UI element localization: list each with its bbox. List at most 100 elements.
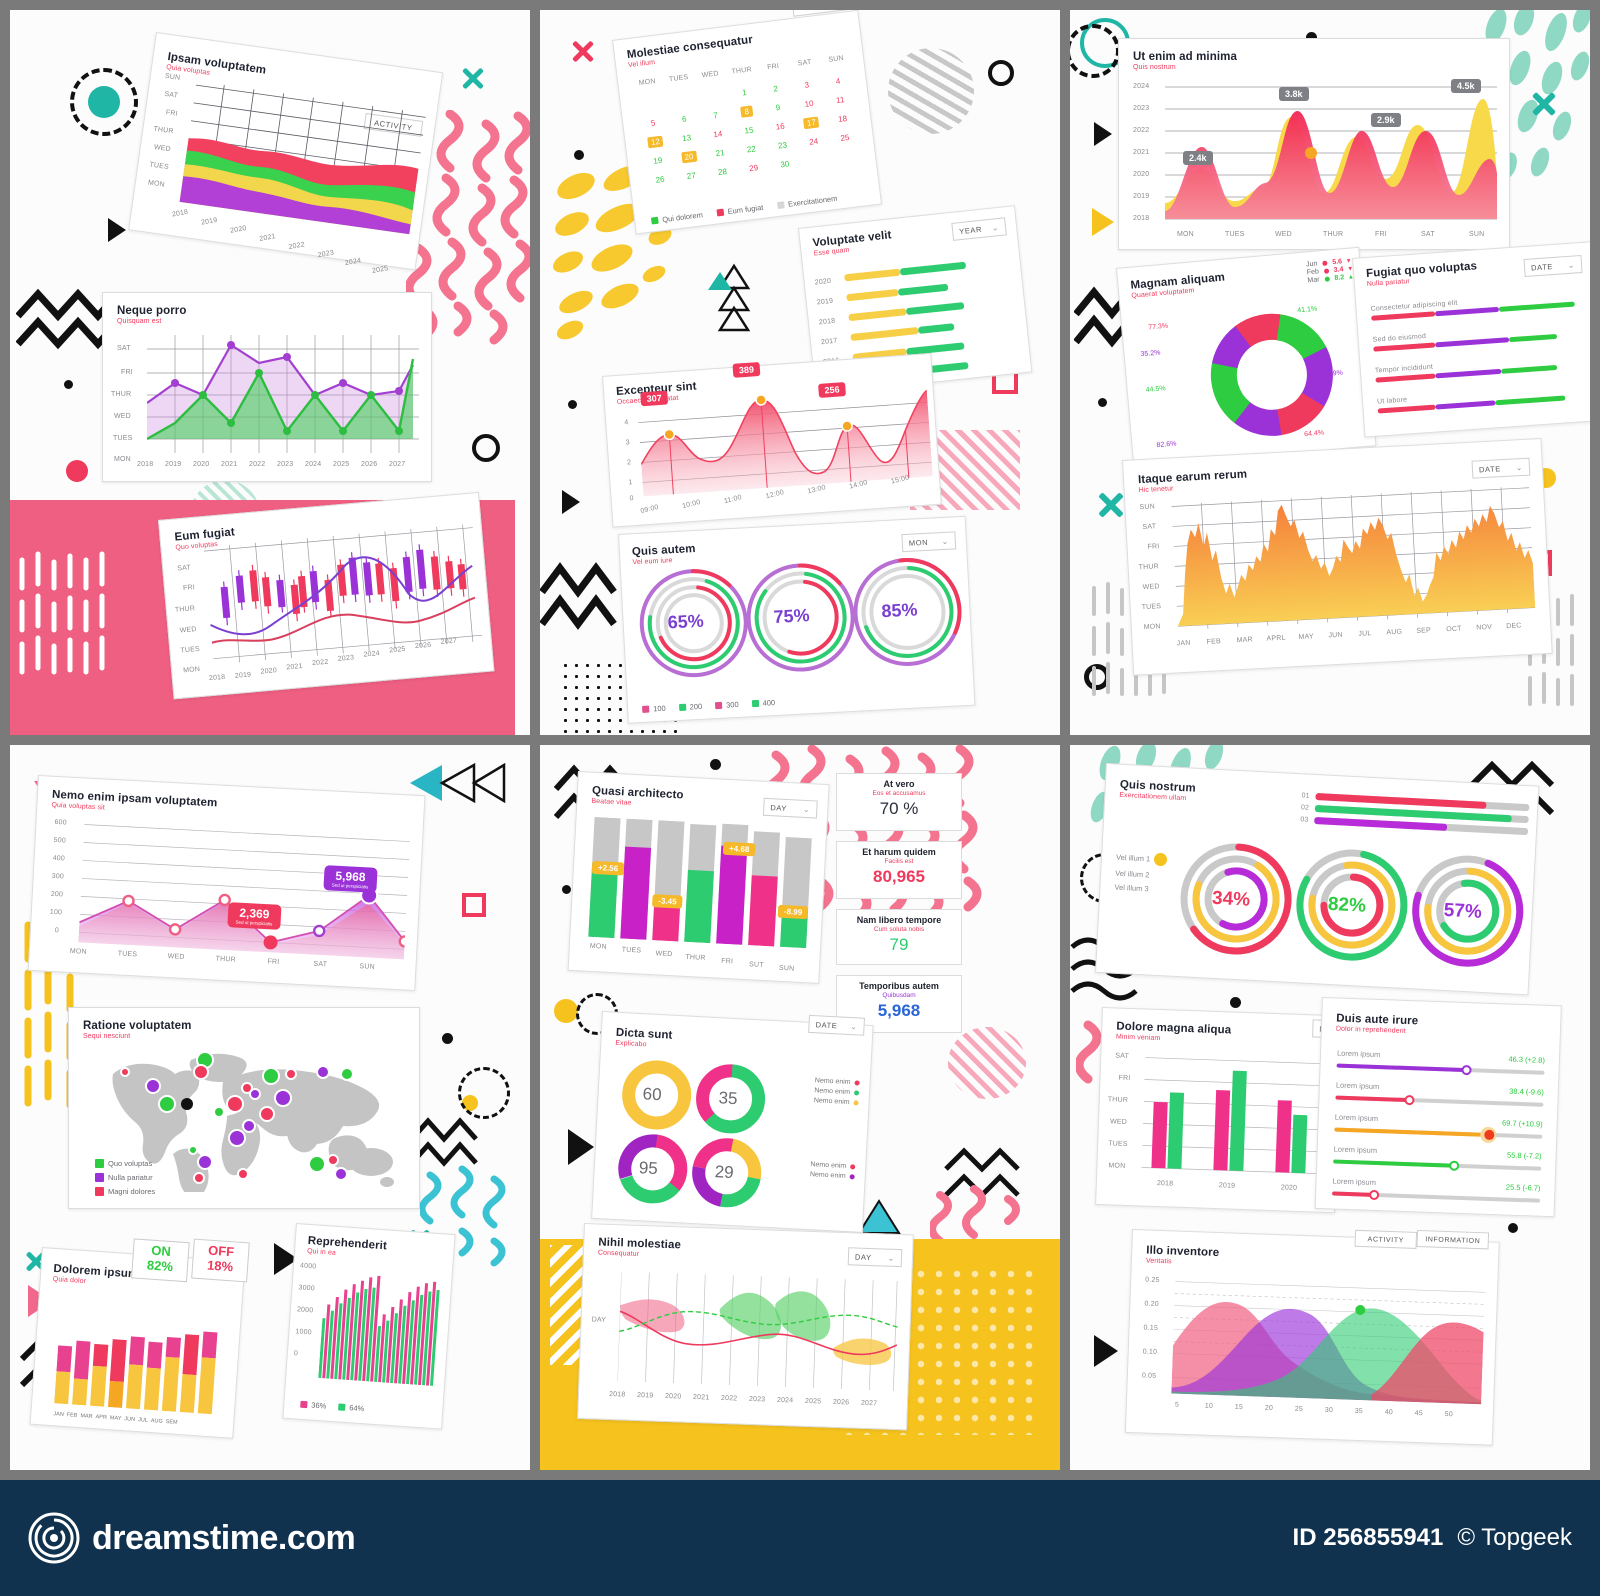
card-magnam-aliquam[interactable]: Magnam aliquam Quaerat voluptatem Jun 5.6…: [1116, 246, 1377, 468]
kpi-value: 70 %: [879, 799, 919, 818]
card-nihil-molestiae[interactable]: Nihil molestiae Consequatur DAY ⌄ DAY: [577, 1223, 914, 1431]
deco-triangles-outline: [717, 263, 751, 332]
chevron-down-icon: ⌄: [887, 1253, 896, 1263]
donut-chart: [1210, 313, 1333, 436]
date-dropdown-3[interactable]: DATE ⌄: [808, 1014, 866, 1036]
card-excepteur-sint[interactable]: Excepteur sint Occaecat cupidatat 307 38…: [602, 352, 942, 528]
kpi-value: 5,968: [877, 1001, 921, 1020]
footer-meta: ID 256855941 © Topgeek: [1293, 1524, 1572, 1552]
kpi-nam-libero[interactable]: Nam libero tempore Cum soluta nobis 79: [836, 909, 962, 965]
card-dicta-sunt[interactable]: Dicta sunt Explicabo DATE ⌄: [591, 1011, 874, 1233]
x-axis-labels: JAN FEB MAR APR MAY JUN JUL AUG SEM: [53, 1411, 178, 1426]
date-dropdown-2[interactable]: DATE ⌄: [1471, 457, 1531, 479]
slider-value: 55.8 (-7.2): [1506, 1150, 1542, 1161]
value-badge-307: 307: [640, 390, 669, 407]
day-dropdown-2[interactable]: DAY ⌄: [762, 797, 818, 819]
card-reprehenderit[interactable]: Reprehenderit Qui in ea: [282, 1223, 456, 1430]
deco-dashed-circle: [70, 68, 138, 136]
panel-5: Quasi architecto Beatae vitae DAY ⌄ +2.5: [540, 745, 1060, 1470]
card-nemo-enim[interactable]: Nemo enim ipsam voluptatem Quia voluptas…: [27, 775, 426, 992]
slider-rows[interactable]: Lorem ipsum 46.3 (+2.8) Lorem ipsum 38.4…: [1332, 1049, 1545, 1206]
card-itaque-earum-rerum[interactable]: Itaque earum rerum Hic tenetur DATE ⌄: [1122, 438, 1553, 676]
dual-area-chart: [1165, 86, 1497, 220]
card-ratione-voluptatem[interactable]: Ratione voluptatem Sequi nesciunt: [68, 1007, 420, 1209]
legend-swatch-4: [751, 699, 759, 708]
slider-thumb[interactable]: [1449, 1160, 1460, 1171]
y-axis-title: DAY: [591, 1316, 607, 1324]
slider-thumb[interactable]: [1461, 1064, 1472, 1076]
card-dolorem-ipsum[interactable]: Dolorem ipsum Quia dolor ON 82% OFF 18%: [29, 1238, 250, 1439]
slider-label: Lorem ipsum: [1332, 1176, 1377, 1187]
card-neque-porro[interactable]: Neque porro Quisquam est: [102, 292, 432, 482]
day-dropdown[interactable]: DAY ⌄: [791, 10, 848, 17]
card-quasi-architecto[interactable]: Quasi architecto Beatae vitae DAY ⌄ +2.5: [567, 771, 830, 984]
deco-circle-outline: [472, 434, 500, 462]
deco-black-dot-12: [1508, 1223, 1518, 1233]
triple-ring-gauges: [1180, 843, 1524, 967]
calendar-cell: 27: [686, 170, 697, 181]
card-title: Ratione voluptatem: [83, 1020, 192, 1032]
kpi-et-harum[interactable]: Et harum quidem Facilis est 80,965: [836, 841, 962, 899]
ring-value-2: 75%: [773, 605, 811, 627]
legend-label: Quo voluptas: [108, 1159, 153, 1168]
card-subtitle: Quis nostrum: [1133, 64, 1176, 71]
card-molestiae-consequatur[interactable]: Molestiae consequatur Vel illum DAY ⌄ MO…: [612, 10, 883, 235]
day-dropdown-label: DAY: [770, 802, 788, 813]
badge-minus-8-99: -8.99: [777, 904, 809, 920]
card-illo-inventore[interactable]: Illo inventore Veritatis ACTIVITY INFORM…: [1124, 1229, 1500, 1446]
day-dropdown-3[interactable]: DAY ⌄: [847, 1247, 903, 1268]
card-eum-fugiat[interactable]: Eum fugiat Quo voluptas: [158, 491, 495, 700]
year-dropdown-label: YEAR: [958, 224, 983, 236]
legend-label: Magni dolores: [108, 1187, 156, 1196]
legend-label: 200: [689, 701, 703, 712]
slider-thumb[interactable]: [1483, 1129, 1495, 1141]
legend-swatch-3: [714, 701, 723, 710]
slider-row: Lorem ipsum 55.8 (-7.2): [1333, 1145, 1542, 1174]
kpi-title: Et harum quidem: [862, 847, 936, 857]
donuts-legend-bottom: Nemo enim Nemo enim: [810, 1161, 856, 1180]
card-fugiat-quo-voluptas[interactable]: Fugiat quo voluptas Nulla pariatur DATE …: [1352, 241, 1590, 438]
card-dolore-magna[interactable]: Dolore magna aliqua Minim veniam DAY ⌄: [1095, 1007, 1367, 1214]
candles: [220, 544, 467, 626]
card-ipsam-voluptatem[interactable]: Ipsam voluptatem Quia voluptas ACTIVITY: [128, 32, 444, 275]
y-axis-labels: SAT FRI THUR WED TUES MON: [1107, 1052, 1131, 1170]
x-axis-labels: 09:00 10:00 11:00 12:00 13:00 14:00 15:0…: [639, 474, 911, 516]
peak-area-chart: [638, 389, 933, 497]
mountain-histogram: [1171, 487, 1536, 629]
date-dropdown[interactable]: DATE ⌄: [1523, 254, 1583, 277]
legend-label: Eum fugiat: [727, 202, 764, 217]
value-badge-2-9k: 2.9k: [1371, 113, 1401, 127]
kpi-sub: Facilis est: [884, 858, 914, 865]
ring-value-1: 34%: [1211, 887, 1251, 911]
deco-black-dot-5: [568, 400, 577, 409]
slider-thumb[interactable]: [1403, 1094, 1415, 1106]
brand[interactable]: dreamstime.com: [28, 1512, 356, 1564]
slider-thumb[interactable]: [1369, 1189, 1380, 1201]
year-dropdown[interactable]: YEAR ⌄: [951, 217, 1007, 241]
card-ut-enim-ad-minima[interactable]: Ut enim ad minima Quis nostrum 2.4k 3.8k…: [1118, 38, 1510, 250]
deco-circle-ring-2: [1084, 664, 1110, 690]
card-quis-autem[interactable]: Quis autem Vel eum iure MON ⌄: [618, 515, 976, 724]
card-duis-aute-irure[interactable]: Duis aute irure Dolor in reprehenderit L…: [1314, 997, 1562, 1218]
deco-x-teal: [460, 65, 486, 91]
deco-triangle-black-4: [1094, 122, 1112, 146]
slider-label: Lorem ipsum: [1336, 1048, 1381, 1060]
tab-label: ACTIVITY: [1367, 1236, 1405, 1245]
calendar-cell: 25: [839, 132, 850, 143]
card-title: Neque porro: [117, 305, 187, 317]
chevron-down-icon: ⌄: [1567, 259, 1576, 270]
tab-activity[interactable]: ACTIVITY: [1354, 1229, 1418, 1249]
slider-label: Lorem ipsum: [1333, 1144, 1378, 1156]
mon-dropdown[interactable]: MON ⌄: [901, 531, 957, 553]
kpi-at-vero[interactable]: At vero Eos et accusamus 70 %: [836, 773, 962, 831]
legend-swatch-pink: [300, 1400, 308, 1409]
legend-label: Qui dolorem: [661, 210, 704, 225]
tab-information[interactable]: INFORMATION: [1416, 1229, 1490, 1250]
dreamstime-logo-icon: [28, 1512, 80, 1564]
card-quis-nostrum[interactable]: Quis nostrum Exercitationem ullam 01 02 …: [1095, 763, 1540, 996]
kpi-value: 80,965: [873, 867, 925, 886]
legend-label: 36%: [311, 1400, 327, 1411]
legend-label: 300: [725, 699, 739, 710]
deco-zigzag-7: [944, 1147, 1020, 1199]
calendar-grid[interactable]: 1 2 3 4 5 6 7 8 9 10 11 12 13 14 15 16 1…: [634, 70, 864, 191]
